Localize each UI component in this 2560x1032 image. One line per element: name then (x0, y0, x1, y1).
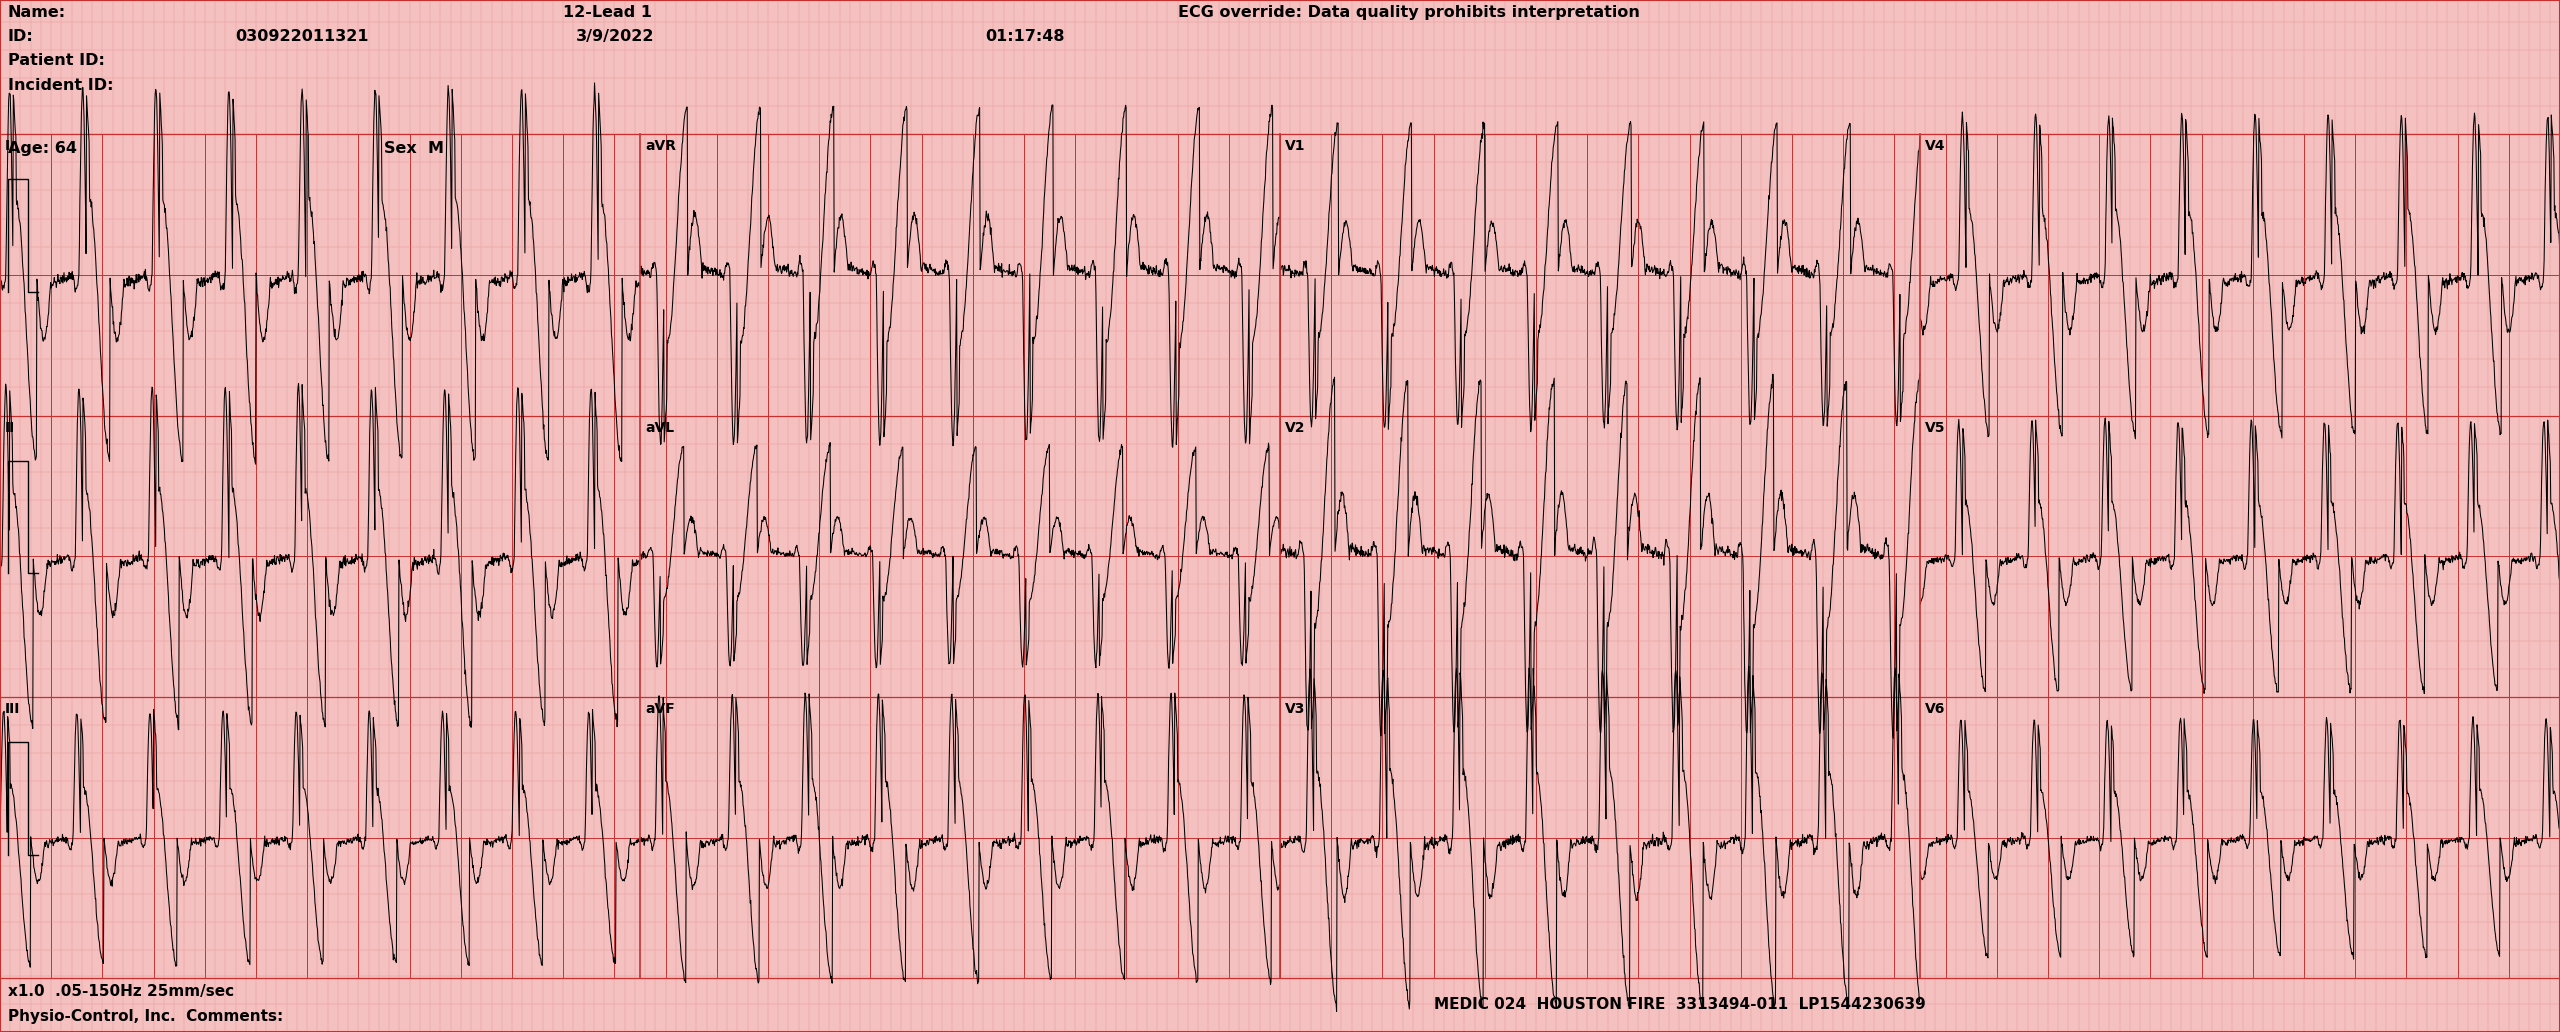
Text: V6: V6 (1925, 702, 1946, 716)
Text: III: III (5, 702, 20, 716)
Text: MEDIC 024  HOUSTON FIRE  3313494-011  LP1544230639: MEDIC 024 HOUSTON FIRE 3313494-011 LP154… (1434, 997, 1925, 1011)
Text: aVF: aVF (645, 702, 676, 716)
Text: aVL: aVL (645, 421, 673, 434)
Text: aVR: aVR (645, 139, 676, 154)
Text: 030922011321: 030922011321 (236, 29, 369, 44)
Text: V3: V3 (1285, 702, 1306, 716)
Text: V4: V4 (1925, 139, 1946, 154)
Text: 12-Lead 1: 12-Lead 1 (563, 5, 653, 20)
Text: Sex  M: Sex M (384, 141, 443, 157)
Text: Physio-Control, Inc.  Comments:: Physio-Control, Inc. Comments: (8, 1009, 284, 1025)
Text: V1: V1 (1285, 139, 1306, 154)
Text: Incident ID:: Incident ID: (8, 77, 113, 93)
Text: Patient ID:: Patient ID: (8, 54, 105, 68)
Text: ECG override: Data quality prohibits interpretation: ECG override: Data quality prohibits int… (1178, 5, 1638, 20)
Text: x1.0  .05-150Hz 25mm/sec: x1.0 .05-150Hz 25mm/sec (8, 985, 233, 999)
Text: 01:17:48: 01:17:48 (986, 29, 1065, 44)
Text: II: II (5, 421, 15, 434)
Text: ID:: ID: (8, 29, 33, 44)
Text: 3/9/2022: 3/9/2022 (576, 29, 655, 44)
Text: Name:: Name: (8, 5, 67, 20)
Text: V2: V2 (1285, 421, 1306, 434)
Text: V5: V5 (1925, 421, 1946, 434)
Text: Age: 64: Age: 64 (8, 141, 77, 157)
Text: I: I (5, 139, 10, 154)
